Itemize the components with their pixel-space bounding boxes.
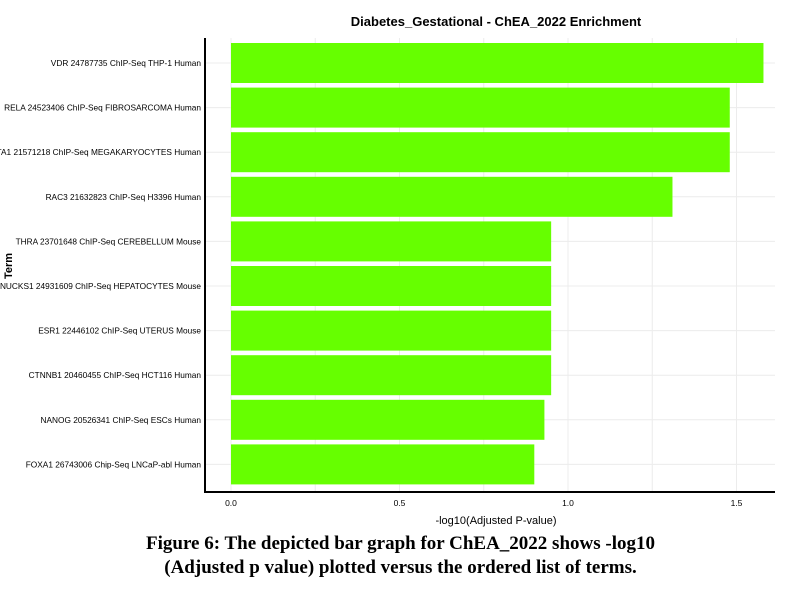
chart-title: Diabetes_Gestational - ChEA_2022 Enrichm…	[351, 14, 642, 29]
bar	[231, 43, 764, 83]
bar	[231, 266, 552, 306]
y-tick-label: FOXA1 26743006 Chip-Seq LNCaP-abl Human	[26, 459, 202, 469]
x-tick-labels: 0.0 0.5 1.0 1.5	[225, 498, 743, 508]
y-tick-label: RAC3 21632823 ChIP-Seq H3396 Human	[46, 192, 202, 202]
y-tick-label: ESR1 22446102 ChIP-Seq UTERUS Mouse	[38, 326, 201, 336]
y-tick-label: NUCKS1 24931609 ChIP-Seq HEPATOCYTES Mou…	[0, 281, 201, 291]
bar	[231, 132, 730, 173]
x-tick-label: 1.0	[562, 498, 574, 508]
bar	[231, 87, 730, 128]
bar	[231, 444, 535, 485]
y-tick-labels: VDR 24787735 ChIP-Seq THP-1 Human RELA 24…	[0, 58, 201, 469]
bar-chart: VDR 24787735 ChIP-Seq THP-1 Human RELA 24…	[0, 14, 775, 527]
bar	[231, 355, 552, 396]
caption-line-2: (Adjusted p value) plotted versus the or…	[164, 557, 637, 578]
y-tick-label: CTNNB1 20460455 ChIP-Seq HCT116 Human	[29, 370, 202, 380]
y-tick-label: THRA 23701648 ChIP-Seq CEREBELLUM Mouse	[16, 236, 202, 246]
bars	[231, 43, 764, 485]
y-tick-label: RELA 24523406 ChIP-Seq FIBROSARCOMA Huma…	[4, 103, 201, 113]
y-tick-label: VDR 24787735 ChIP-Seq THP-1 Human	[51, 58, 202, 68]
bar	[231, 176, 673, 217]
x-axis-label: -log10(Adjusted P-value)	[435, 515, 556, 527]
x-tick-label: 0.5	[394, 498, 406, 508]
y-tick-label: NANOG 20526341 ChIP-Seq ESCs Human	[41, 415, 202, 425]
bar	[231, 221, 552, 262]
caption-line-1: Figure 6: The depicted bar graph for ChE…	[146, 533, 655, 554]
bar	[231, 310, 552, 351]
x-tick-label: 0.0	[225, 498, 237, 508]
y-axis-label: Term	[3, 253, 15, 279]
y-tick-label: GATA1 21571218 ChIP-Seq MEGAKARYOCYTES H…	[0, 147, 201, 157]
figure-caption: Figure 6: The depicted bar graph for ChE…	[0, 532, 801, 580]
bar	[231, 399, 545, 440]
x-tick-label: 1.5	[731, 498, 743, 508]
